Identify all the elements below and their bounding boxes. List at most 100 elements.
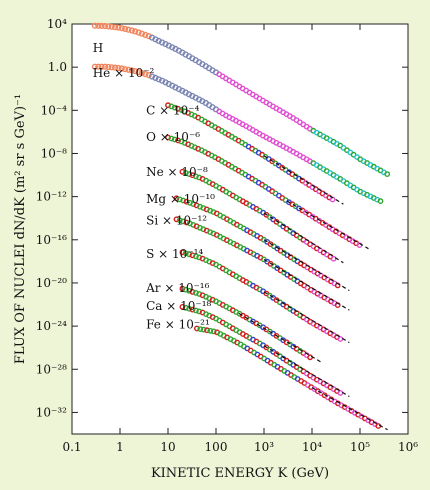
data-point [179, 303, 186, 310]
data-point [118, 65, 125, 72]
y-tick-label: 10⁻²⁴ [36, 319, 67, 333]
data-point [101, 63, 109, 70]
x-tick-label: 10³ [254, 440, 274, 454]
data-point [132, 67, 139, 75]
x-tick-label: 100 [205, 440, 228, 454]
data-point [186, 251, 193, 258]
data-point [384, 171, 391, 178]
data-point [132, 28, 139, 35]
data-point [175, 137, 182, 144]
y-tick-label: 10⁻¹⁶ [36, 233, 67, 247]
x-tick-label: 10 [160, 440, 175, 454]
data-point [91, 22, 99, 29]
y-tick-label: 10⁻³² [36, 405, 67, 419]
data-point [197, 326, 204, 332]
series-label: C × 10⁻⁴ [146, 104, 199, 118]
data-point [91, 63, 99, 70]
data-point [101, 22, 109, 30]
data-point [173, 195, 180, 202]
data-point [192, 289, 199, 296]
data-point [377, 198, 384, 205]
data-point [173, 216, 180, 223]
data-point [105, 63, 112, 71]
fit-line [263, 212, 344, 264]
data-point [95, 22, 102, 29]
fit-line [311, 387, 388, 431]
data-point [168, 135, 175, 142]
series-label: O × 10⁻⁶ [146, 130, 200, 144]
data-point [186, 305, 193, 312]
data-point [183, 219, 190, 226]
x-tick-label: 10⁶ [398, 440, 418, 454]
data-point [108, 64, 115, 71]
data-point [95, 63, 102, 70]
data-point [182, 250, 189, 257]
data-point [155, 76, 162, 83]
y-tick-label: 10⁻¹² [36, 190, 67, 204]
data-point [121, 66, 129, 73]
data-point [115, 24, 122, 31]
data-point [207, 327, 214, 334]
data-point [138, 30, 146, 37]
data-point [111, 64, 119, 71]
x-tick-label: 10⁴ [302, 440, 322, 454]
fit-line [263, 291, 350, 344]
data-point [152, 74, 159, 82]
data-point [98, 22, 105, 30]
data-point [189, 288, 196, 295]
y-tick-label: 10⁻²⁸ [36, 362, 67, 376]
data-point [189, 306, 196, 313]
data-point [135, 68, 142, 76]
series-label: Ne × 10⁻⁸ [146, 165, 208, 179]
data-point [186, 287, 193, 294]
y-tick-label: 10⁻⁴ [41, 103, 68, 117]
data-point [179, 249, 186, 256]
data-point [142, 31, 149, 39]
series-label: He × 10⁻² [93, 66, 155, 80]
series-label: Mg × 10⁻¹⁰ [146, 192, 215, 206]
x-tick-label: 10⁵ [350, 440, 370, 454]
fit-line [263, 258, 350, 311]
data-point [182, 304, 189, 311]
series-label: Ar × 10⁻¹⁶ [145, 281, 210, 295]
x-tick-label: 0.1 [62, 440, 81, 454]
series-label: H [93, 41, 103, 55]
series-label: Ca × 10⁻¹⁸ [146, 299, 211, 313]
data-point [98, 63, 105, 70]
data-point [204, 327, 210, 334]
fit-line [286, 200, 369, 250]
data-point [105, 23, 112, 30]
data-point [200, 326, 207, 333]
data-point [145, 71, 152, 79]
data-point [186, 171, 193, 178]
x-tick-label: 1 [116, 440, 124, 454]
data-point [111, 24, 119, 31]
data-point [125, 26, 132, 33]
series-label: Fe × 10⁻²¹ [146, 317, 210, 331]
y-tick-label: 10⁴ [47, 17, 67, 31]
data-point [138, 69, 146, 77]
series-label: S × 10⁻¹⁴ [146, 247, 203, 261]
data-point [118, 25, 125, 32]
data-point [125, 66, 132, 73]
data-point [121, 25, 129, 33]
x-axis-title: KINETIC ENERGY K (GeV) [151, 466, 329, 481]
y-tick-label: 10⁻²⁰ [36, 276, 67, 290]
data-point [165, 134, 171, 141]
data-point [180, 218, 187, 225]
data-point [145, 32, 152, 40]
y-tick-label: 1.0 [48, 60, 67, 74]
fit-line [263, 345, 350, 397]
data-point [192, 253, 199, 260]
data-point [330, 255, 337, 262]
y-tick-label: 10⁻⁸ [41, 146, 68, 160]
data-point [210, 328, 217, 335]
data-point [128, 67, 136, 74]
data-point [108, 23, 115, 30]
data-point [192, 307, 199, 314]
series-label: Si × 10⁻¹² [146, 214, 207, 228]
y-axis-title: FLUX OF NUCLEI dN/dK (m² sr s GeV)⁻¹ [13, 94, 28, 364]
data-point [135, 29, 142, 36]
fit-line [263, 155, 344, 205]
